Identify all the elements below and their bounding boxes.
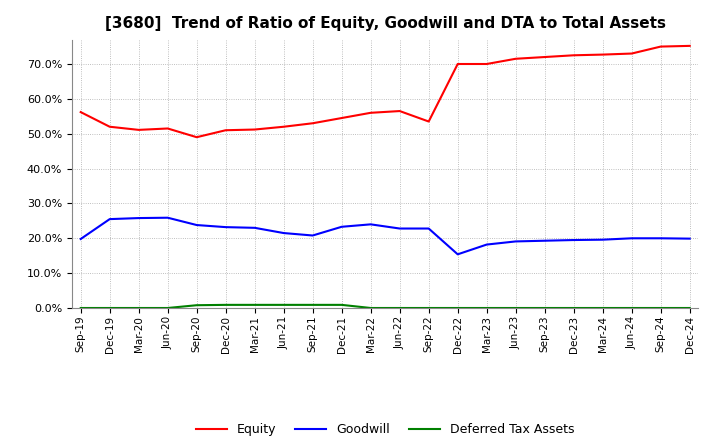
- Deferred Tax Assets: [454, 305, 462, 311]
- Deferred Tax Assets: [511, 305, 520, 311]
- Line: Deferred Tax Assets: Deferred Tax Assets: [81, 305, 690, 308]
- Deferred Tax Assets: [482, 305, 491, 311]
- Equity: [685, 43, 694, 48]
- Equity: [308, 121, 317, 126]
- Goodwill: [657, 236, 665, 241]
- Goodwill: [366, 222, 375, 227]
- Equity: [482, 61, 491, 66]
- Goodwill: [192, 222, 201, 227]
- Goodwill: [685, 236, 694, 241]
- Deferred Tax Assets: [366, 305, 375, 311]
- Deferred Tax Assets: [76, 305, 85, 311]
- Equity: [511, 56, 520, 62]
- Equity: [570, 53, 578, 58]
- Equity: [657, 44, 665, 49]
- Equity: [424, 119, 433, 124]
- Deferred Tax Assets: [279, 302, 288, 308]
- Deferred Tax Assets: [541, 305, 549, 311]
- Equity: [395, 108, 404, 114]
- Equity: [279, 124, 288, 129]
- Deferred Tax Assets: [338, 302, 346, 308]
- Deferred Tax Assets: [105, 305, 114, 311]
- Goodwill: [511, 239, 520, 244]
- Line: Equity: Equity: [81, 46, 690, 137]
- Goodwill: [541, 238, 549, 243]
- Goodwill: [308, 233, 317, 238]
- Legend: Equity, Goodwill, Deferred Tax Assets: Equity, Goodwill, Deferred Tax Assets: [191, 418, 580, 440]
- Deferred Tax Assets: [570, 305, 578, 311]
- Goodwill: [395, 226, 404, 231]
- Goodwill: [482, 242, 491, 247]
- Equity: [598, 52, 607, 57]
- Deferred Tax Assets: [657, 305, 665, 311]
- Deferred Tax Assets: [251, 302, 259, 308]
- Deferred Tax Assets: [627, 305, 636, 311]
- Deferred Tax Assets: [395, 305, 404, 311]
- Goodwill: [454, 252, 462, 257]
- Deferred Tax Assets: [221, 302, 230, 308]
- Goodwill: [221, 224, 230, 230]
- Deferred Tax Assets: [308, 302, 317, 308]
- Equity: [627, 51, 636, 56]
- Goodwill: [76, 236, 85, 242]
- Deferred Tax Assets: [135, 305, 143, 311]
- Equity: [135, 127, 143, 132]
- Deferred Tax Assets: [192, 303, 201, 308]
- Goodwill: [279, 231, 288, 236]
- Equity: [192, 135, 201, 140]
- Goodwill: [424, 226, 433, 231]
- Equity: [163, 126, 172, 131]
- Equity: [221, 128, 230, 133]
- Equity: [541, 55, 549, 60]
- Goodwill: [570, 238, 578, 243]
- Equity: [338, 115, 346, 121]
- Equity: [366, 110, 375, 115]
- Equity: [454, 61, 462, 66]
- Goodwill: [105, 216, 114, 222]
- Deferred Tax Assets: [598, 305, 607, 311]
- Equity: [251, 127, 259, 132]
- Goodwill: [338, 224, 346, 229]
- Goodwill: [627, 236, 636, 241]
- Deferred Tax Assets: [163, 305, 172, 311]
- Deferred Tax Assets: [685, 305, 694, 311]
- Goodwill: [163, 215, 172, 220]
- Deferred Tax Assets: [424, 305, 433, 311]
- Line: Goodwill: Goodwill: [81, 218, 690, 254]
- Equity: [76, 110, 85, 115]
- Goodwill: [598, 237, 607, 242]
- Goodwill: [251, 225, 259, 231]
- Title: [3680]  Trend of Ratio of Equity, Goodwill and DTA to Total Assets: [3680] Trend of Ratio of Equity, Goodwil…: [104, 16, 666, 32]
- Goodwill: [135, 216, 143, 221]
- Equity: [105, 124, 114, 129]
